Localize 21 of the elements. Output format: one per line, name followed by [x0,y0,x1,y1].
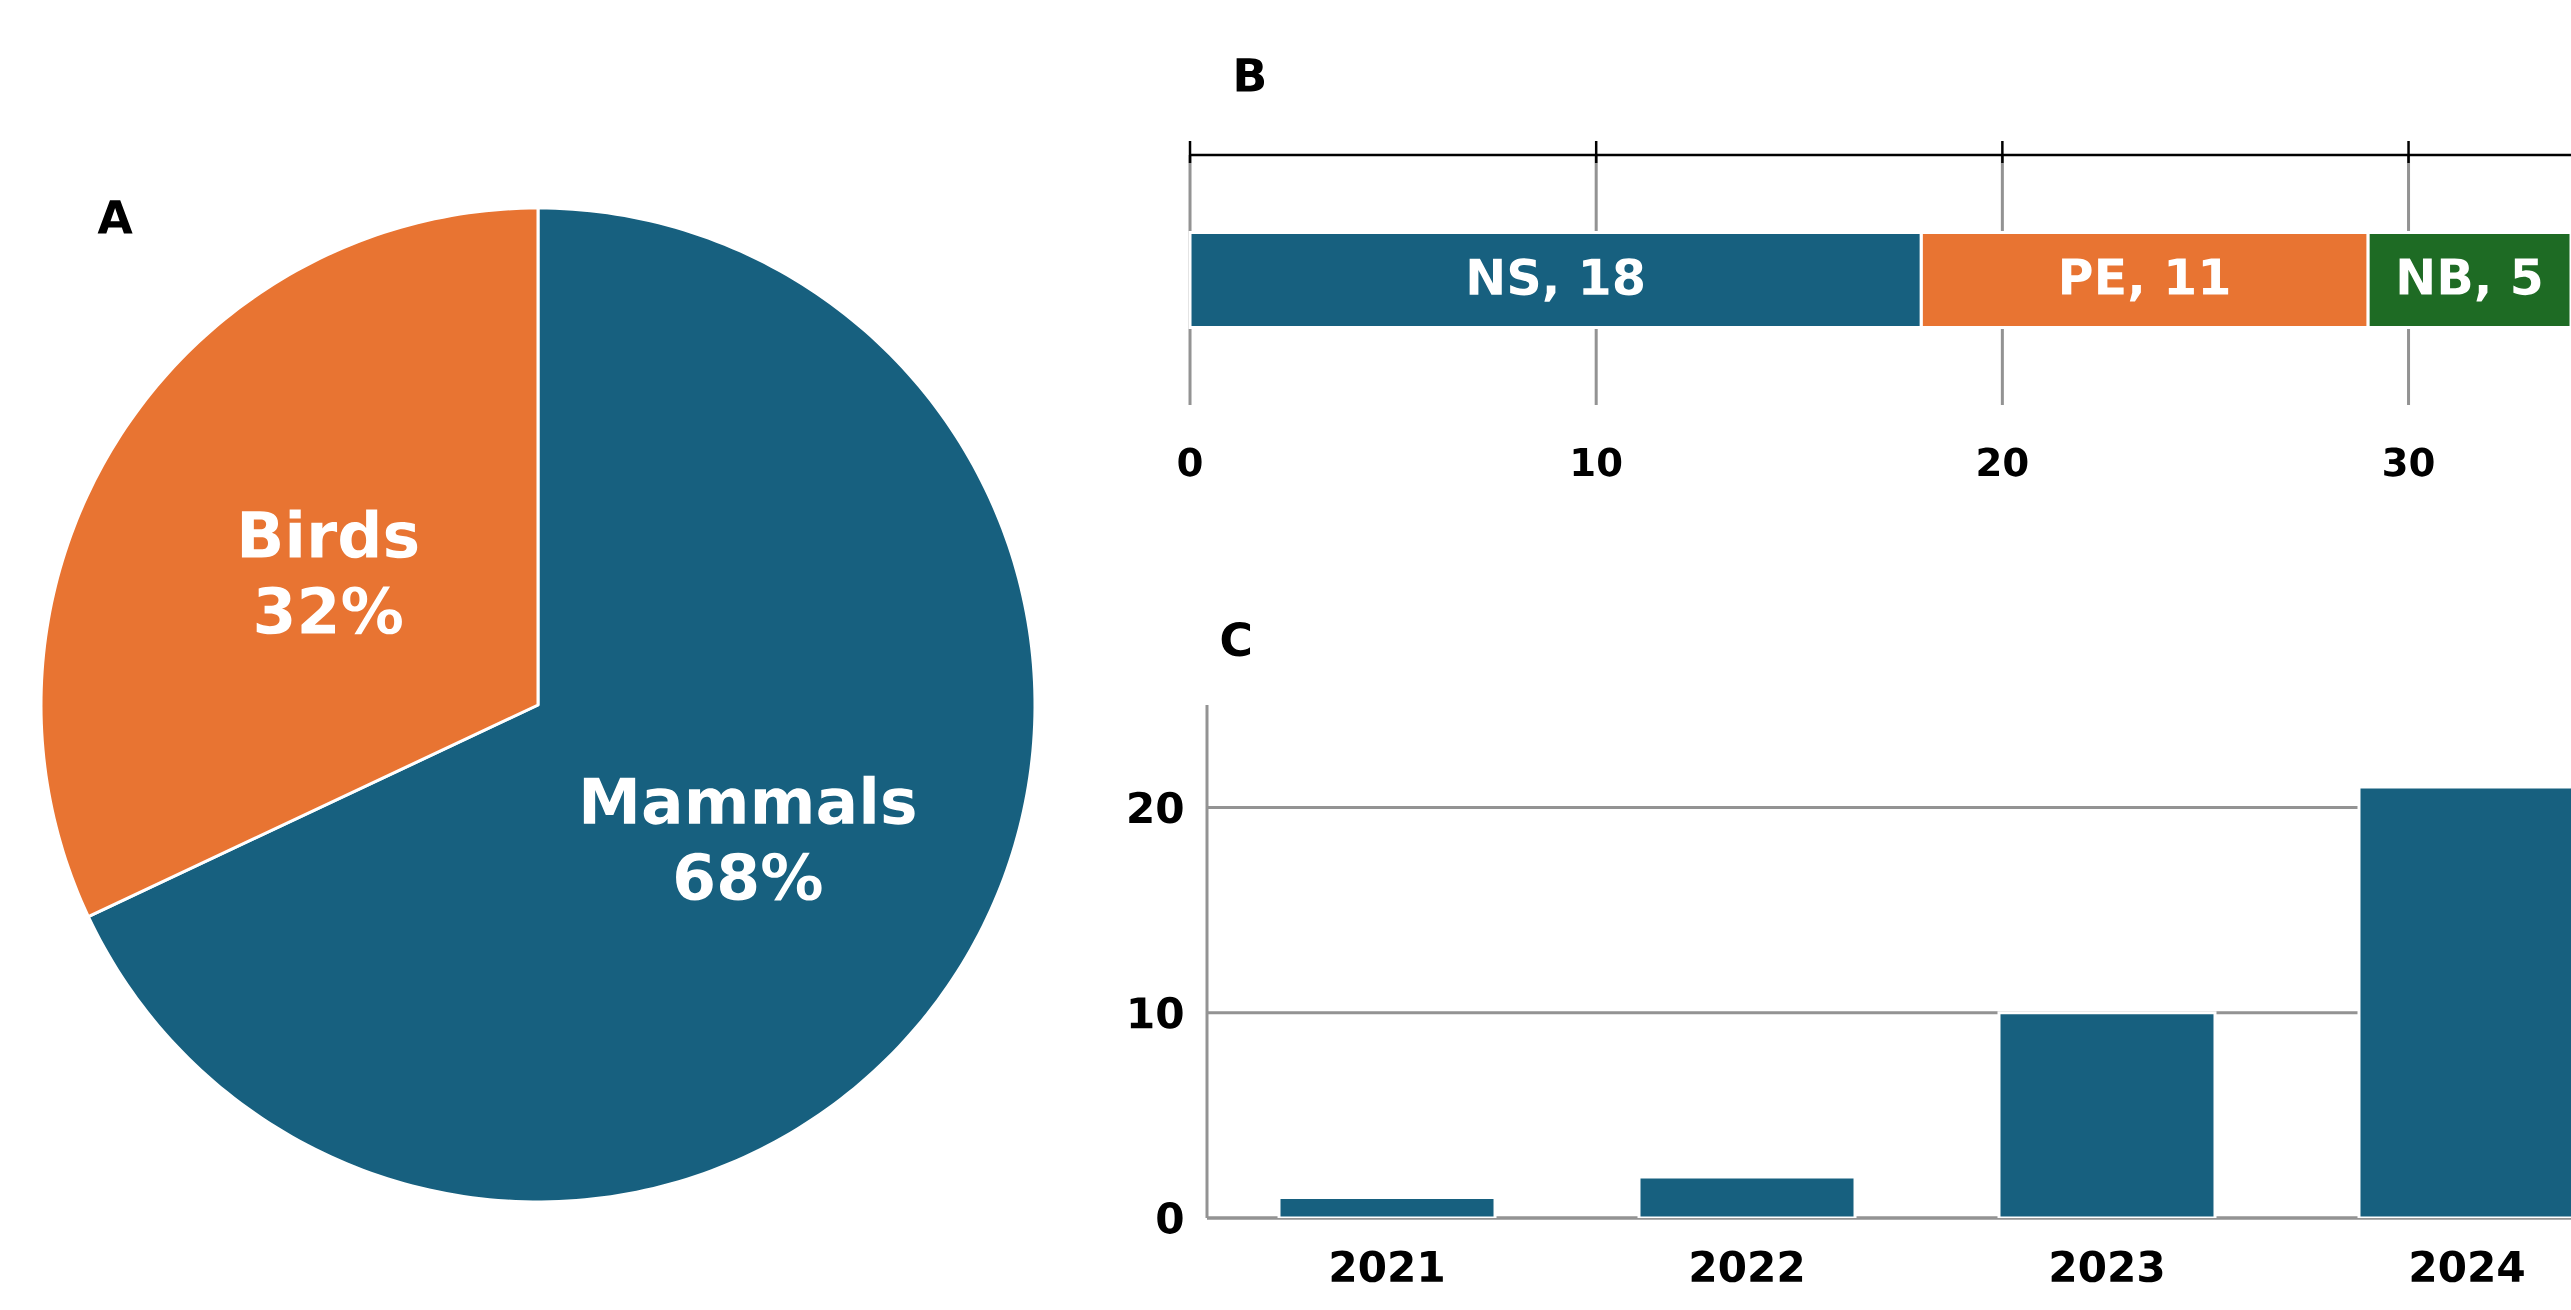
x-tick-label: 2022 [1691,1250,1803,1283]
slice-label: Mammals [583,775,915,825]
x-tick-label: 30 [2384,447,2434,477]
data-label: NB, 5 [2399,258,2541,302]
y-tick-label: 0 [1157,1202,1183,1234]
y-tick-label: 20 [1129,791,1183,824]
data-label: 68% [676,852,822,901]
data-label: NS, 18 [1469,258,1643,302]
x-tick-label: 2024 [2411,1250,2524,1283]
chart-title: A [97,200,133,234]
chart-title: C [1221,621,1251,657]
y-tick-label: 10 [1130,996,1183,1029]
x-tick-label: 20 [1978,447,2028,477]
slice-label: Birds [241,509,418,559]
chart-title: B [1236,58,1265,92]
data-label: PE, 11 [2062,258,2229,302]
x-tick-label: 10 [1573,447,1622,477]
x-tick-label: 0 [1178,447,1202,477]
data-label: 32% [256,586,402,635]
x-tick-label: 2023 [2051,1250,2163,1283]
x-tick-label: 2021 [1331,1250,1443,1283]
